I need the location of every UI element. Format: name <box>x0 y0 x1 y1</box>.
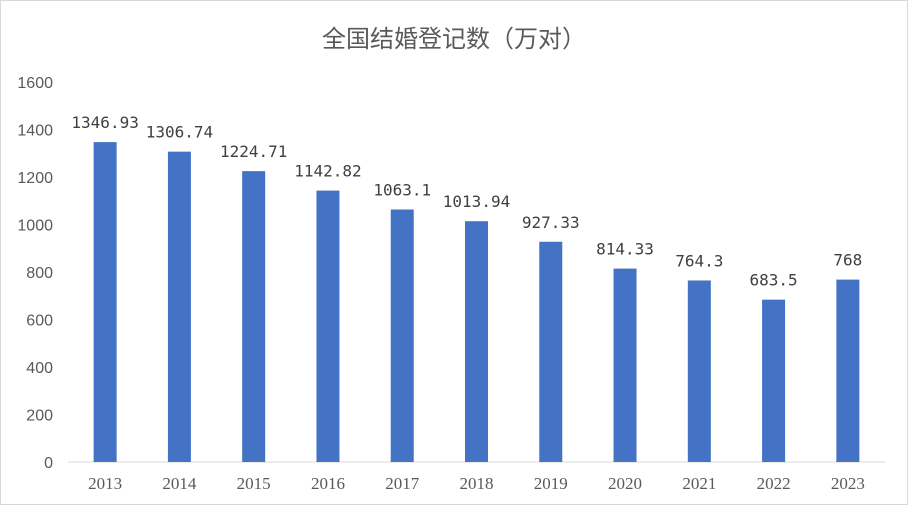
x-tick-label: 2020 <box>608 474 642 493</box>
x-tick-label: 2015 <box>237 474 271 493</box>
x-tick-label: 2022 <box>757 474 791 493</box>
y-tick-label: 0 <box>44 455 53 472</box>
x-tick-label: 2018 <box>460 474 494 493</box>
x-tick-label: 2013 <box>88 474 122 493</box>
bar-2020 <box>613 268 637 462</box>
bar-2019 <box>539 241 563 462</box>
x-tick-label: 2016 <box>311 474 345 493</box>
bar-2021 <box>687 280 711 462</box>
x-tick-label: 2014 <box>162 474 197 493</box>
y-tick-label: 1600 <box>17 75 53 92</box>
bar-2015 <box>242 171 266 462</box>
bar-2014 <box>167 151 191 463</box>
y-tick-label: 600 <box>26 313 53 330</box>
data-label-2017: 1063.1 <box>373 181 431 200</box>
x-tick-label: 2017 <box>385 474 420 493</box>
data-label-2014: 1306.74 <box>146 123 213 142</box>
y-tick-label: 200 <box>26 408 53 425</box>
data-label-2015: 1224.71 <box>220 142 287 161</box>
x-tick-label: 2019 <box>534 474 568 493</box>
y-tick-label: 1200 <box>17 170 53 187</box>
x-tick-label: 2023 <box>831 474 865 493</box>
data-label-2013: 1346.93 <box>71 113 138 132</box>
bar-2017 <box>390 209 414 462</box>
bar-2023 <box>836 279 860 462</box>
data-label-2023: 768 <box>833 251 862 270</box>
data-label-2021: 764.3 <box>675 251 723 270</box>
y-tick-label: 400 <box>26 360 53 377</box>
data-label-2019: 927.33 <box>522 213 580 232</box>
x-tick-label: 2021 <box>682 474 716 493</box>
data-label-2020: 814.33 <box>596 240 654 259</box>
data-label-2016: 1142.82 <box>294 162 361 181</box>
data-label-2018: 1013.94 <box>443 192 510 211</box>
bar-2016 <box>316 190 340 462</box>
chart-title: 全国结婚登记数（万对） <box>322 25 586 53</box>
bar-2018 <box>465 221 488 462</box>
bar-2013 <box>93 142 117 462</box>
y-tick-label: 1000 <box>17 218 53 235</box>
y-tick-label: 800 <box>26 265 53 282</box>
y-tick-label: 1400 <box>17 123 53 140</box>
data-label-2022: 683.5 <box>750 271 798 290</box>
bar-2022 <box>762 299 786 462</box>
